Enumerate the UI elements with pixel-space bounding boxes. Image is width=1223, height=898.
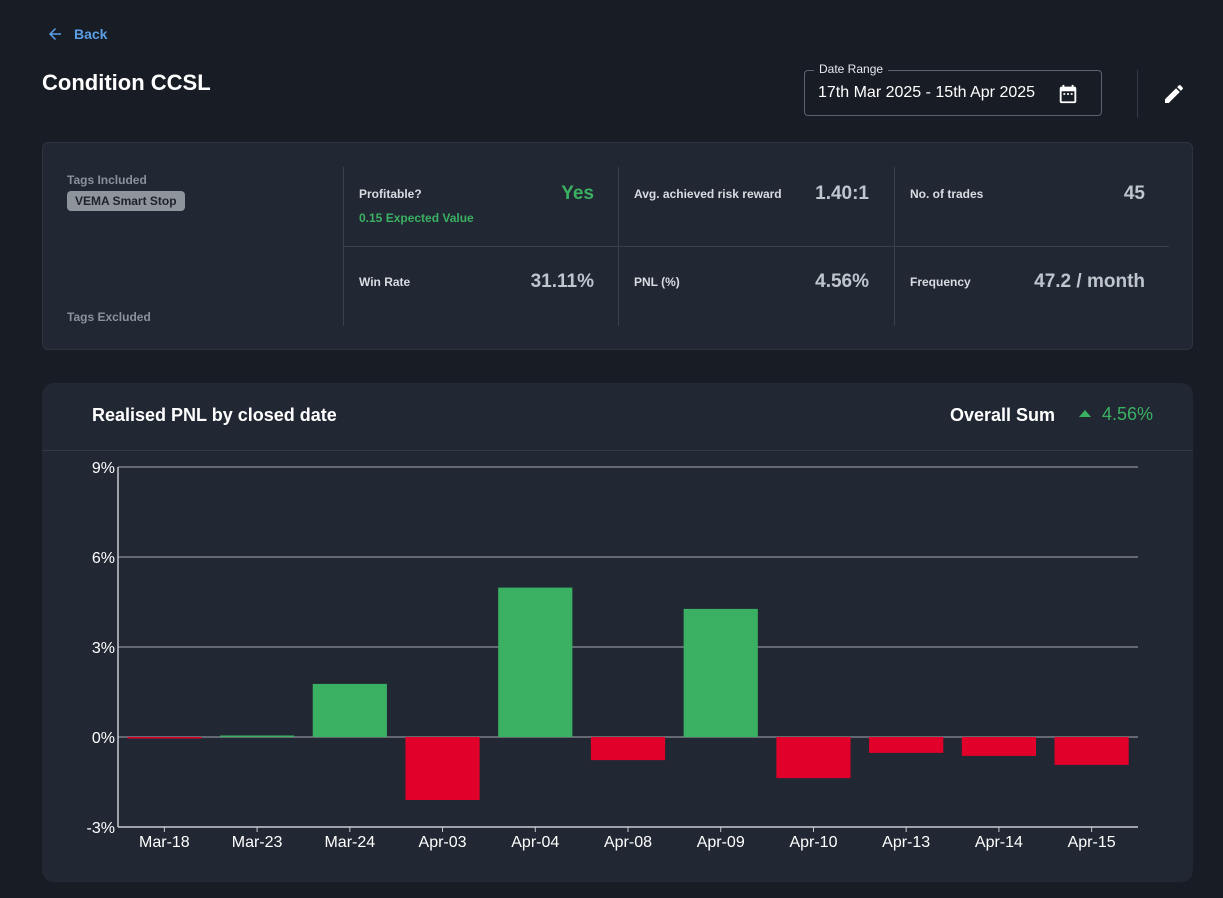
stat-value: 31.11% xyxy=(530,271,594,292)
stats-row-divider xyxy=(343,246,1169,247)
chart-title: Realised PNL by closed date xyxy=(92,405,337,425)
x-tick-label: Apr-04 xyxy=(511,834,559,851)
stat-label: PNL (%) xyxy=(634,275,680,289)
x-tick-label: Apr-15 xyxy=(1068,834,1116,851)
stats-card: Tags Included VEMA Smart Stop Tags Exclu… xyxy=(42,142,1193,350)
stat-label: Frequency xyxy=(910,275,971,289)
x-tick-label: Apr-14 xyxy=(975,834,1023,851)
header-divider xyxy=(1137,70,1138,118)
bar-mar-24 xyxy=(312,683,387,737)
chart-header-divider xyxy=(42,450,1193,451)
x-tick-label: Apr-08 xyxy=(604,834,652,851)
date-range-field[interactable]: Date Range 17th Mar 2025 - 15th Apr 2025 xyxy=(804,62,1102,116)
y-tick-label: 0% xyxy=(92,730,115,747)
stat-value: 1.40:1 xyxy=(815,183,869,204)
back-label: Back xyxy=(74,26,108,42)
stat-value: 45 xyxy=(1123,183,1145,204)
y-tick-label: -3% xyxy=(87,820,115,837)
x-tick-label: Mar-23 xyxy=(232,834,283,851)
back-link[interactable]: Back xyxy=(46,25,107,43)
stat-trade-count: No. of trades 45 xyxy=(894,143,1169,222)
stat-pnl: PNL (%) 4.56% xyxy=(618,231,893,310)
pnl-bar-chart: 9% 6% 3% 0% -3% Mar-18 Mar-23 Mar-24 Apr-03 Apr-0… xyxy=(87,460,1138,851)
bar-apr-13 xyxy=(869,737,944,753)
stat-value: 4.56% xyxy=(815,271,869,292)
expected-value-text: 0.15 Expected Value xyxy=(359,211,474,225)
date-range-value: 17th Mar 2025 - 15th Apr 2025 xyxy=(818,84,1036,101)
x-tick-label: Apr-03 xyxy=(419,834,467,851)
bar-apr-08 xyxy=(590,737,666,761)
bar-apr-14 xyxy=(961,737,1036,756)
bar-mar-23 xyxy=(220,735,295,737)
overall-sum-value: 4.56% xyxy=(1102,404,1154,424)
arrow-left-icon xyxy=(49,28,61,40)
stat-value: 47.2 / month xyxy=(1034,271,1145,292)
page-title: Condition CCSL xyxy=(42,70,211,95)
stat-label: No. of trades xyxy=(910,187,984,201)
stat-value: Yes xyxy=(561,183,594,204)
y-tick-label: 6% xyxy=(92,550,115,567)
tags-included-label: Tags Included xyxy=(67,173,147,187)
pnl-chart-card: Realised PNL by closed date Overall Sum … xyxy=(42,383,1193,882)
stat-avg-risk-reward: Avg. achieved risk reward 1.40:1 xyxy=(618,143,893,222)
x-tick-label: Mar-24 xyxy=(324,834,375,851)
y-tick-label: 3% xyxy=(92,640,115,657)
edit-pencil-icon[interactable] xyxy=(1162,82,1186,106)
stat-win-rate: Win Rate 31.11% xyxy=(343,231,618,310)
bar-mar-18 xyxy=(127,737,202,739)
stat-label: Profitable? xyxy=(359,187,422,201)
x-tick-label: Mar-18 xyxy=(139,834,190,851)
stat-label: Avg. achieved risk reward xyxy=(634,187,782,201)
stat-label: Win Rate xyxy=(359,275,411,289)
tag-chip[interactable]: VEMA Smart Stop xyxy=(67,191,185,211)
tags-excluded-label: Tags Excluded xyxy=(67,310,151,324)
bar-apr-03 xyxy=(405,737,480,800)
arrow-up-icon xyxy=(1079,410,1091,417)
stat-profitable: Profitable? Yes 0.15 Expected Value xyxy=(343,143,618,225)
bar-apr-15 xyxy=(1054,737,1129,765)
bar-apr-09 xyxy=(683,608,758,737)
bar-apr-10 xyxy=(776,737,851,779)
x-tick-label: Apr-10 xyxy=(789,834,837,851)
stat-frequency: Frequency 47.2 / month xyxy=(894,231,1169,310)
overall-sum-label: Overall Sum xyxy=(950,405,1056,425)
y-tick-label: 9% xyxy=(92,460,115,477)
date-range-label: Date Range xyxy=(814,62,889,76)
bar-apr-04 xyxy=(498,587,573,737)
x-tick-label: Apr-09 xyxy=(697,834,745,851)
calendar-icon[interactable] xyxy=(1057,83,1079,105)
x-tick-label: Apr-13 xyxy=(882,834,930,851)
